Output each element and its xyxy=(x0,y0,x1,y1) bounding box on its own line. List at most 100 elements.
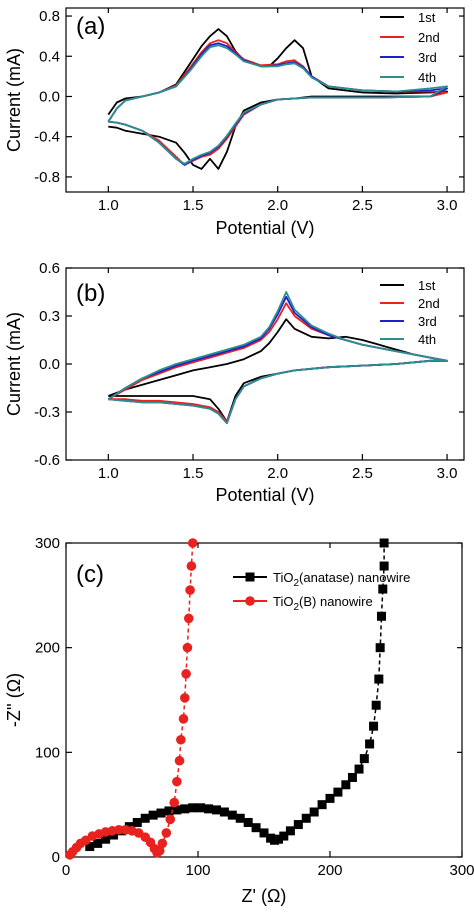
panel-c-marker-circle xyxy=(157,838,168,849)
panel-a-x-tick-label: 2.5 xyxy=(352,197,373,214)
panel-c-y-axis-title: -Z'' (Ω) xyxy=(4,673,24,727)
panel-b-legend-label: 2nd xyxy=(418,296,440,311)
panel-a-x-tick-label: 3.0 xyxy=(437,197,458,214)
panel-b-y-tick-label: 0.3 xyxy=(39,308,60,325)
panel-c-label: (c) xyxy=(76,561,104,588)
panel-c-marker-square xyxy=(378,584,388,594)
panel-a-legend-label: 4th xyxy=(418,70,436,85)
panel-c-marker-square xyxy=(347,772,357,782)
panel-c-marker-circle xyxy=(182,642,193,653)
panel-c-marker-square xyxy=(365,739,375,749)
panel-a-y-axis-title: Current (mA) xyxy=(4,48,24,152)
panel-c-marker-square xyxy=(251,823,261,833)
panel-c-marker-square xyxy=(211,805,221,815)
panel-c-marker-square xyxy=(148,810,158,820)
panel-c-marker-circle xyxy=(161,828,172,838)
panel-a-y-tick-label: -0.4 xyxy=(34,129,60,146)
panel-c-marker-square xyxy=(333,787,343,797)
legend-label-subscript: 2 xyxy=(293,602,299,613)
panel-b-label: (b) xyxy=(76,280,105,307)
panel-b-ticks: 1.0 1.5 2.0 2.5 3.0 -0.6 -0.3 0.0 0.3 0.6 xyxy=(34,260,464,482)
panel-c-x-tick-label: 100 xyxy=(185,862,210,879)
panel-c-marker-square xyxy=(180,804,190,814)
panel-c-marker-square xyxy=(376,611,386,621)
panel-c-marker-square xyxy=(279,831,289,841)
panel-c-marker-square xyxy=(341,780,351,790)
panel-c-marker-square xyxy=(219,807,229,817)
panel-a: 1.0 1.5 2.0 2.5 3.0 -0.8 -0.4 0.0 0.4 0.8 (a) Pot… xyxy=(4,7,465,238)
panel-c-marker-circle xyxy=(185,585,195,595)
panel-b-x-tick-label: 2.0 xyxy=(267,465,288,482)
panel-a-ticks: 1.0 1.5 2.0 2.5 3.0 -0.8 -0.4 0.0 0.4 0.8 xyxy=(34,8,464,214)
panel-c-marker-square xyxy=(227,810,237,820)
panel-a-x-tick-label: 2.0 xyxy=(267,197,288,214)
panel-a-series-line-4 xyxy=(107,44,448,165)
panel-c-marker-square xyxy=(140,813,150,823)
panel-c-marker-circle xyxy=(183,613,194,624)
panel-b-y-tick-label: 0.6 xyxy=(39,260,60,277)
panel-a-y-tick-label: 0.0 xyxy=(39,88,60,105)
panel-c-ticks: 0 100 200 300 0 100 200 300 xyxy=(35,535,474,879)
panel-b-y-tick-label: -0.3 xyxy=(34,404,60,421)
panel-b-x-tick-label: 1.5 xyxy=(183,465,204,482)
panel-c-legend-marker-square xyxy=(245,572,255,582)
panel-a-x-axis-title: Potential (V) xyxy=(215,218,314,238)
panel-a-x-tick-label: 1.5 xyxy=(183,197,204,214)
panel-b-x-tick-label: 1.0 xyxy=(98,465,119,482)
panel-c-series xyxy=(65,538,389,860)
panel-c-marker-circle xyxy=(174,755,185,766)
panel-c-marker-square xyxy=(317,800,327,810)
legend-label-rest: (anatase) nanowire xyxy=(299,570,410,585)
panel-a-series-line-1 xyxy=(107,28,448,170)
panel-c-marker-square xyxy=(259,828,269,838)
panel-c-legend-marker-circle xyxy=(245,596,255,606)
panel-b-y-tick-label: -0.6 xyxy=(34,452,60,469)
panel-c-x-tick-label: 300 xyxy=(449,862,474,879)
panel-a-plot-frame xyxy=(65,7,465,193)
panel-c-marker-circle xyxy=(169,797,180,808)
panel-c-marker-square xyxy=(93,838,103,848)
panel-c-marker-square xyxy=(369,721,379,731)
panel-b-y-tick-label: 0.0 xyxy=(39,356,60,373)
panel-c-plot-frame xyxy=(65,542,463,858)
panel-c-marker-circle xyxy=(178,714,189,724)
panel-a-legend: 1st 2nd 3rd 4th xyxy=(380,10,440,85)
panel-c-marker-square xyxy=(379,561,389,571)
panel-c-marker-square xyxy=(235,813,245,823)
panel-c-marker-circle xyxy=(172,776,182,787)
panel-c-x-axis-title: Z' (Ω) xyxy=(242,886,287,906)
panel-a-y-tick-label: -0.8 xyxy=(34,169,60,186)
panel-c-marker-square xyxy=(374,674,384,684)
panel-c-marker-circle xyxy=(176,734,186,745)
panel-c-y-tick-label: 100 xyxy=(35,744,60,761)
panel-c-marker-square xyxy=(359,754,369,764)
panel-c-marker-square xyxy=(371,700,381,710)
panel-c-marker-square xyxy=(274,834,284,844)
panel-c-y-tick-label: 300 xyxy=(35,535,60,552)
panel-c-marker-square xyxy=(293,820,303,830)
panel-c-marker-square xyxy=(309,807,319,817)
panel-c-x-tick-label: 200 xyxy=(317,862,342,879)
panel-c-marker-circle xyxy=(186,561,197,571)
panel-c-marker-square xyxy=(204,804,214,814)
panel-c-marker-square xyxy=(85,842,95,852)
panel-c-marker-circle xyxy=(154,845,165,856)
panel-a-y-tick-label: 0.8 xyxy=(39,8,60,25)
panel-b-y-axis-title: Current (mA) xyxy=(4,312,24,416)
panel-c-marker-square xyxy=(132,817,142,827)
panel-c-series-line-1 xyxy=(89,543,385,848)
panel-c-marker-square xyxy=(164,806,174,816)
panel-b-x-tick-label: 2.5 xyxy=(352,465,373,482)
panel-c-marker-square xyxy=(375,643,385,653)
panel-b-series-line-4 xyxy=(107,291,448,425)
legend-label-subscript: 2 xyxy=(293,578,299,589)
panel-a-series-line-3 xyxy=(107,42,448,166)
panel-c: 0 100 200 300 0 100 200 300 (c) Z' (Ω) -Z'' (Ω)… xyxy=(4,535,474,906)
panel-c-marker-square xyxy=(196,803,206,813)
panel-c-marker-square xyxy=(379,538,389,548)
panel-a-label: (a) xyxy=(76,13,105,40)
panel-c-marker-square xyxy=(285,826,295,836)
panel-c-marker-circle xyxy=(114,824,124,835)
panel-b-series-line-3 xyxy=(107,295,448,425)
